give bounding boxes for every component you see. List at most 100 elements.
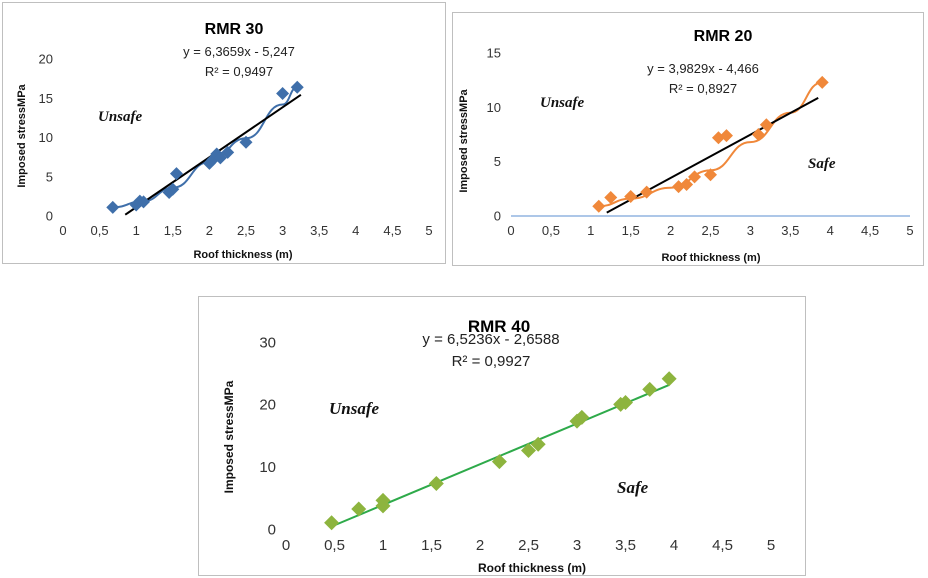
data-point: [375, 498, 391, 514]
y-tick-label: 15: [39, 91, 53, 106]
y-axis-label: Imposed stressMPa: [222, 380, 236, 493]
x-tick-label: 5: [425, 223, 432, 238]
x-tick-label: 3: [747, 223, 754, 238]
x-tick-label: 4: [670, 537, 678, 554]
x-tick-label: 0,5: [91, 223, 109, 238]
x-tick-label: 0: [282, 537, 290, 554]
region-label-unsafe: Unsafe: [540, 95, 585, 111]
data-point: [640, 185, 654, 199]
y-tick-label: 15: [487, 46, 501, 61]
x-tick-label: 1,5: [164, 223, 182, 238]
y-tick-label: 5: [494, 154, 501, 169]
x-tick-label: 2: [667, 223, 674, 238]
y-tick-label: 30: [259, 334, 276, 351]
chart-panel-rmr30: RMR 30 y = 6,3659x - 5,247 R² = 0,9497 U…: [2, 2, 446, 264]
data-point: [815, 75, 829, 89]
x-tick-label: 5: [767, 537, 775, 554]
data-point: [719, 129, 733, 143]
data-point: [166, 182, 180, 196]
data-point: [491, 454, 507, 470]
y-axis-label: Imposed stressMPa: [16, 83, 28, 187]
x-tick-label: 4,5: [861, 223, 879, 238]
data-point: [169, 167, 183, 181]
chart-title: RMR 20: [694, 28, 753, 45]
x-tick-label: 2: [476, 537, 484, 554]
data-point: [661, 371, 677, 387]
data-point: [759, 118, 773, 132]
data-point: [704, 168, 717, 182]
chart-title: RMR 30: [205, 21, 264, 38]
x-tick-label: 1: [133, 223, 140, 238]
x-axis-label: Roof thickness (m): [661, 252, 760, 264]
x-tick-label: 2: [206, 223, 213, 238]
x-tick-label: 0,5: [542, 223, 560, 238]
x-axis-label: Roof thickness (m): [193, 249, 292, 261]
chart-rmr30: RMR 30 y = 6,3659x - 5,247 R² = 0,9497 U…: [16, 21, 433, 261]
x-tick-label: 4: [352, 223, 359, 238]
trend-equation: y = 6,5236x - 2,6588: [422, 331, 559, 348]
data-point: [642, 381, 658, 397]
linear-trendline: [606, 97, 819, 214]
data-point: [530, 436, 546, 452]
x-tick-label: 1: [587, 223, 594, 238]
region-label-unsafe: Unsafe: [329, 399, 380, 418]
y-tick-label: 0: [46, 209, 53, 224]
data-point: [618, 394, 633, 410]
region-label-unsafe: Unsafe: [98, 109, 143, 125]
chart-rmr40: RMR 40 y = 6,5236x - 2,6588 R² = 0,9927 …: [222, 317, 775, 575]
x-tick-label: 4,5: [712, 537, 733, 554]
data-point: [428, 475, 444, 491]
data-point: [672, 180, 686, 194]
y-tick-label: 10: [259, 459, 276, 476]
y-tick-label: 10: [487, 100, 501, 115]
region-label-safe: Safe: [808, 156, 836, 172]
y-tick-label: 5: [46, 169, 53, 184]
trend-equation: y = 6,3659x - 5,247: [183, 44, 295, 59]
r-squared: R² = 0,9927: [452, 353, 531, 370]
x-tick-label: 3: [573, 537, 581, 554]
data-point: [521, 442, 536, 458]
data-point: [324, 515, 340, 531]
data-point: [276, 87, 290, 101]
data-point: [604, 191, 618, 205]
chart-rmr20: RMR 20 y = 3,9829x - 4,466 R² = 0,8927 U…: [458, 28, 914, 264]
y-tick-label: 20: [259, 397, 276, 414]
data-point: [239, 135, 253, 149]
chart-panel-rmr40: RMR 40 y = 6,5236x - 2,6588 R² = 0,9927 …: [198, 296, 806, 576]
trend-equation: y = 3,9829x - 4,466: [647, 61, 759, 76]
data-point: [624, 189, 638, 203]
chart-title: RMR 40: [468, 317, 530, 336]
y-tick-label: 20: [39, 52, 53, 67]
data-point: [221, 145, 235, 159]
data-point: [592, 199, 606, 213]
data-point: [688, 170, 702, 184]
linear-trendline: [334, 384, 670, 527]
y-tick-label: 0: [268, 521, 276, 538]
x-tick-label: 1,5: [421, 537, 442, 554]
data-point: [106, 200, 120, 214]
x-tick-label: 0,5: [324, 537, 345, 554]
x-tick-label: 2,5: [237, 223, 255, 238]
x-axis-label: Roof thickness (m): [478, 561, 586, 575]
x-tick-label: 3,5: [310, 223, 328, 238]
x-tick-label: 0: [59, 223, 66, 238]
x-tick-label: 4,5: [383, 223, 401, 238]
y-tick-label: 0: [494, 209, 501, 224]
x-tick-label: 3,5: [781, 223, 799, 238]
smooth-trend-curve: [112, 86, 298, 209]
y-axis-label: Imposed stressMPa: [458, 88, 470, 192]
data-point: [751, 128, 765, 141]
data-point: [574, 409, 590, 425]
region-label-safe: Safe: [617, 478, 649, 497]
x-tick-label: 4: [827, 223, 834, 238]
x-tick-label: 3,5: [615, 537, 636, 554]
x-tick-label: 2,5: [701, 223, 719, 238]
data-point: [351, 501, 367, 517]
r-squared: R² = 0,8927: [669, 81, 737, 96]
data-point: [680, 177, 694, 191]
data-point: [290, 80, 304, 94]
x-tick-label: 2,5: [518, 537, 539, 554]
x-tick-label: 1,5: [622, 223, 640, 238]
chart-panel-rmr20: RMR 20 y = 3,9829x - 4,466 R² = 0,8927 U…: [452, 12, 924, 266]
data-point: [137, 195, 151, 209]
